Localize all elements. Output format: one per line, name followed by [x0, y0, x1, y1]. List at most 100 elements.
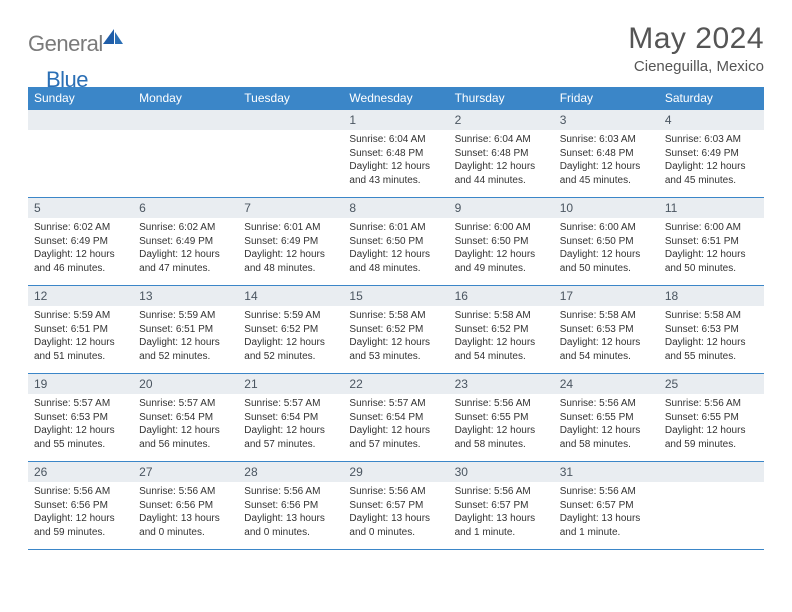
day-number: 27	[133, 462, 238, 482]
day-details: Sunrise: 6:01 AMSunset: 6:49 PMDaylight:…	[238, 218, 343, 280]
day-details: Sunrise: 6:02 AMSunset: 6:49 PMDaylight:…	[28, 218, 133, 280]
logo-text-1: General	[28, 31, 103, 57]
day-number: 12	[28, 286, 133, 306]
day-number: 7	[238, 198, 343, 218]
day-details: Sunrise: 5:58 AMSunset: 6:52 PMDaylight:…	[449, 306, 554, 368]
calendar-body: 1Sunrise: 6:04 AMSunset: 6:48 PMDaylight…	[28, 110, 764, 550]
calendar-row: 26Sunrise: 5:56 AMSunset: 6:56 PMDayligh…	[28, 462, 764, 550]
day-header: Saturday	[659, 87, 764, 110]
day-number: 16	[449, 286, 554, 306]
calendar-cell: 28Sunrise: 5:56 AMSunset: 6:56 PMDayligh…	[238, 462, 343, 550]
day-details: Sunrise: 5:57 AMSunset: 6:54 PMDaylight:…	[238, 394, 343, 456]
day-number: 2	[449, 110, 554, 130]
calendar-cell: 13Sunrise: 5:59 AMSunset: 6:51 PMDayligh…	[133, 286, 238, 374]
day-number: 20	[133, 374, 238, 394]
calendar-cell: 31Sunrise: 5:56 AMSunset: 6:57 PMDayligh…	[554, 462, 659, 550]
calendar-cell: 17Sunrise: 5:58 AMSunset: 6:53 PMDayligh…	[554, 286, 659, 374]
calendar-cell: 7Sunrise: 6:01 AMSunset: 6:49 PMDaylight…	[238, 198, 343, 286]
calendar-cell: 24Sunrise: 5:56 AMSunset: 6:55 PMDayligh…	[554, 374, 659, 462]
day-details: Sunrise: 6:03 AMSunset: 6:49 PMDaylight:…	[659, 130, 764, 192]
calendar-row: 12Sunrise: 5:59 AMSunset: 6:51 PMDayligh…	[28, 286, 764, 374]
title-block: May 2024 Cieneguilla, Mexico	[628, 22, 764, 75]
day-number: 4	[659, 110, 764, 130]
day-number: 29	[343, 462, 448, 482]
day-details: Sunrise: 5:56 AMSunset: 6:55 PMDaylight:…	[554, 394, 659, 456]
calendar-cell: 12Sunrise: 5:59 AMSunset: 6:51 PMDayligh…	[28, 286, 133, 374]
day-number: 1	[343, 110, 448, 130]
calendar-cell: 2Sunrise: 6:04 AMSunset: 6:48 PMDaylight…	[449, 110, 554, 198]
calendar-cell: 23Sunrise: 5:56 AMSunset: 6:55 PMDayligh…	[449, 374, 554, 462]
day-details: Sunrise: 6:00 AMSunset: 6:51 PMDaylight:…	[659, 218, 764, 280]
day-details: Sunrise: 5:58 AMSunset: 6:53 PMDaylight:…	[659, 306, 764, 368]
day-details: Sunrise: 6:04 AMSunset: 6:48 PMDaylight:…	[449, 130, 554, 192]
day-details: Sunrise: 5:56 AMSunset: 6:57 PMDaylight:…	[343, 482, 448, 544]
calendar-cell: 25Sunrise: 5:56 AMSunset: 6:55 PMDayligh…	[659, 374, 764, 462]
day-details: Sunrise: 5:57 AMSunset: 6:54 PMDaylight:…	[343, 394, 448, 456]
day-number: 19	[28, 374, 133, 394]
day-details: Sunrise: 6:02 AMSunset: 6:49 PMDaylight:…	[133, 218, 238, 280]
day-number: 30	[449, 462, 554, 482]
day-number: 5	[28, 198, 133, 218]
day-details: Sunrise: 5:56 AMSunset: 6:56 PMDaylight:…	[133, 482, 238, 544]
day-details: Sunrise: 5:56 AMSunset: 6:57 PMDaylight:…	[449, 482, 554, 544]
day-number: 31	[554, 462, 659, 482]
calendar-cell: 3Sunrise: 6:03 AMSunset: 6:48 PMDaylight…	[554, 110, 659, 198]
day-header: Friday	[554, 87, 659, 110]
day-number: 14	[238, 286, 343, 306]
calendar-cell: 8Sunrise: 6:01 AMSunset: 6:50 PMDaylight…	[343, 198, 448, 286]
day-details: Sunrise: 6:04 AMSunset: 6:48 PMDaylight:…	[343, 130, 448, 192]
calendar-cell: 9Sunrise: 6:00 AMSunset: 6:50 PMDaylight…	[449, 198, 554, 286]
day-number: 8	[343, 198, 448, 218]
calendar-row: 19Sunrise: 5:57 AMSunset: 6:53 PMDayligh…	[28, 374, 764, 462]
day-number	[238, 110, 343, 130]
calendar-head: SundayMondayTuesdayWednesdayThursdayFrid…	[28, 87, 764, 110]
day-number: 23	[449, 374, 554, 394]
day-number	[28, 110, 133, 130]
calendar-cell: 14Sunrise: 5:59 AMSunset: 6:52 PMDayligh…	[238, 286, 343, 374]
calendar-page: General May 2024 Cieneguilla, Mexico Blu…	[0, 0, 792, 560]
day-details: Sunrise: 6:01 AMSunset: 6:50 PMDaylight:…	[343, 218, 448, 280]
day-details: Sunrise: 5:59 AMSunset: 6:51 PMDaylight:…	[133, 306, 238, 368]
calendar-row: 1Sunrise: 6:04 AMSunset: 6:48 PMDaylight…	[28, 110, 764, 198]
calendar-cell: 10Sunrise: 6:00 AMSunset: 6:50 PMDayligh…	[554, 198, 659, 286]
calendar-cell	[28, 110, 133, 198]
calendar-cell: 18Sunrise: 5:58 AMSunset: 6:53 PMDayligh…	[659, 286, 764, 374]
calendar-cell: 16Sunrise: 5:58 AMSunset: 6:52 PMDayligh…	[449, 286, 554, 374]
calendar-cell: 22Sunrise: 5:57 AMSunset: 6:54 PMDayligh…	[343, 374, 448, 462]
day-number: 21	[238, 374, 343, 394]
day-details: Sunrise: 5:56 AMSunset: 6:55 PMDaylight:…	[659, 394, 764, 456]
calendar-cell: 19Sunrise: 5:57 AMSunset: 6:53 PMDayligh…	[28, 374, 133, 462]
day-number: 17	[554, 286, 659, 306]
calendar-cell: 15Sunrise: 5:58 AMSunset: 6:52 PMDayligh…	[343, 286, 448, 374]
location-label: Cieneguilla, Mexico	[628, 58, 764, 75]
calendar-cell: 20Sunrise: 5:57 AMSunset: 6:54 PMDayligh…	[133, 374, 238, 462]
day-details: Sunrise: 5:59 AMSunset: 6:52 PMDaylight:…	[238, 306, 343, 368]
calendar-cell: 4Sunrise: 6:03 AMSunset: 6:49 PMDaylight…	[659, 110, 764, 198]
day-header: Monday	[133, 87, 238, 110]
header: General May 2024 Cieneguilla, Mexico	[28, 22, 764, 75]
day-header: Thursday	[449, 87, 554, 110]
day-number: 9	[449, 198, 554, 218]
calendar-cell: 1Sunrise: 6:04 AMSunset: 6:48 PMDaylight…	[343, 110, 448, 198]
day-number: 18	[659, 286, 764, 306]
calendar-cell: 27Sunrise: 5:56 AMSunset: 6:56 PMDayligh…	[133, 462, 238, 550]
day-header: Wednesday	[343, 87, 448, 110]
logo: General	[28, 22, 127, 59]
day-number: 26	[28, 462, 133, 482]
day-number: 6	[133, 198, 238, 218]
day-details: Sunrise: 6:00 AMSunset: 6:50 PMDaylight:…	[554, 218, 659, 280]
day-details: Sunrise: 5:57 AMSunset: 6:53 PMDaylight:…	[28, 394, 133, 456]
calendar-cell	[133, 110, 238, 198]
day-number	[133, 110, 238, 130]
day-details: Sunrise: 5:56 AMSunset: 6:56 PMDaylight:…	[238, 482, 343, 544]
calendar-cell	[659, 462, 764, 550]
day-number: 3	[554, 110, 659, 130]
day-number: 25	[659, 374, 764, 394]
day-details: Sunrise: 6:03 AMSunset: 6:48 PMDaylight:…	[554, 130, 659, 192]
calendar-cell: 29Sunrise: 5:56 AMSunset: 6:57 PMDayligh…	[343, 462, 448, 550]
day-details: Sunrise: 5:59 AMSunset: 6:51 PMDaylight:…	[28, 306, 133, 368]
logo-sail-icon	[103, 28, 125, 51]
calendar-cell	[238, 110, 343, 198]
day-number: 22	[343, 374, 448, 394]
calendar-cell: 6Sunrise: 6:02 AMSunset: 6:49 PMDaylight…	[133, 198, 238, 286]
